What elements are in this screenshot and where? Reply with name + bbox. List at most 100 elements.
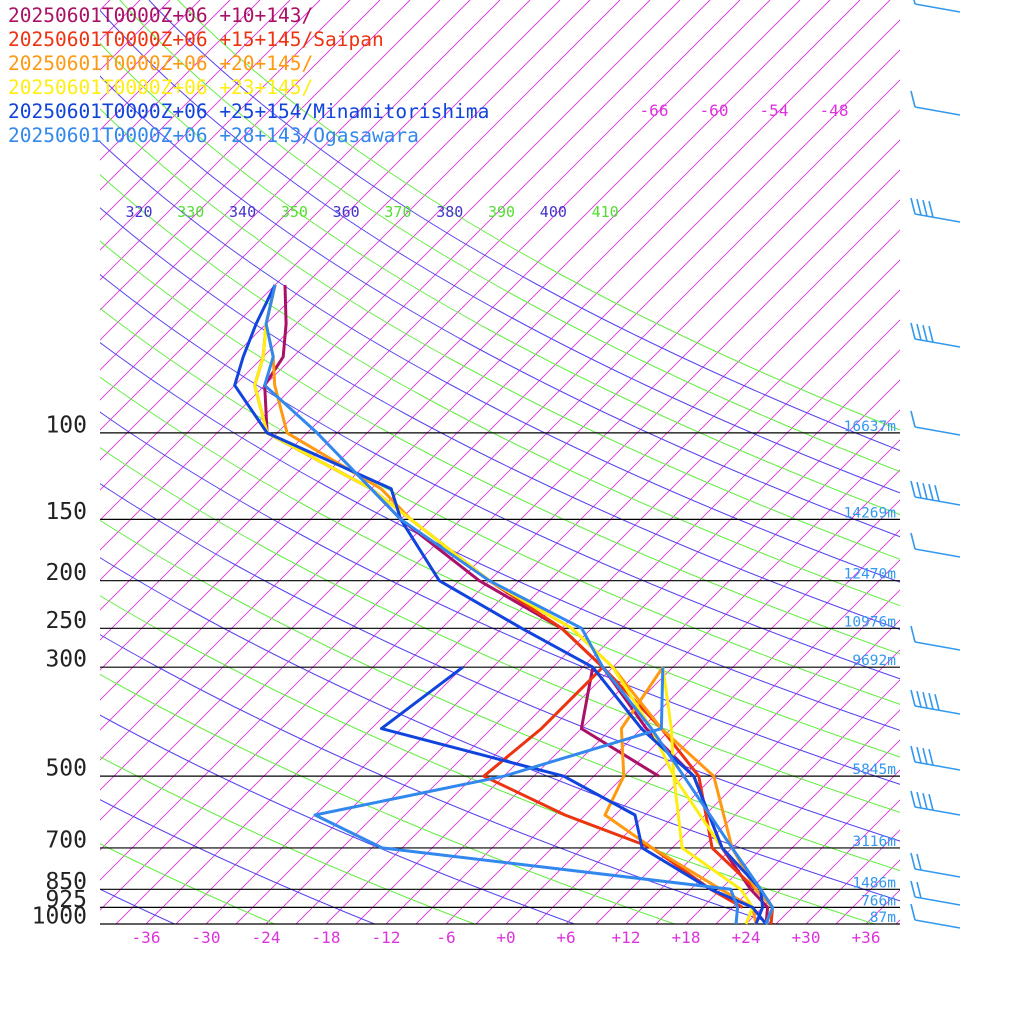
theta-label: 390 <box>488 203 515 221</box>
pressure-tick-label: 1000 <box>32 904 87 930</box>
dry-adiabat-line <box>100 108 900 560</box>
dry-adiabat-line <box>100 9 900 494</box>
grid-labels: -66 -60 -54 -48 320 330 340 350 360 370 380 390 400 4… <box>125 101 848 221</box>
height-label: 87m <box>870 910 896 926</box>
temperature-tick-label: -24 <box>252 928 281 947</box>
wind-barb-staff <box>914 641 961 651</box>
isotherm-line <box>325 349 900 924</box>
isotherm-line <box>625 649 900 924</box>
wind-barb <box>910 480 961 506</box>
pressure-tick-label: 850 <box>45 869 87 895</box>
wind-barb-flag <box>910 745 916 763</box>
height-label: 14269m <box>844 505 897 521</box>
theta-label: 400 <box>540 203 567 221</box>
wind-barb-flag <box>928 484 934 501</box>
pressure-tick-label: 150 <box>45 499 87 525</box>
wind-barb <box>910 689 961 715</box>
dry-adiabat-line <box>100 141 900 583</box>
height-label: 9692m <box>852 653 896 669</box>
wind-barb-flag <box>910 903 916 921</box>
pressure-tick-label: 200 <box>45 560 87 586</box>
isotherm-line <box>100 0 381 281</box>
isotherm-line <box>685 709 900 924</box>
isotherm-line <box>895 919 900 924</box>
wind-barb-flag <box>910 480 916 498</box>
wind-barb <box>910 322 961 348</box>
legend-item: 20250601T0000Z+06 +25+154/Minamitorishim… <box>8 100 490 123</box>
isotherm-line <box>986 0 1024 924</box>
wind-barb-flag <box>910 625 916 643</box>
pressure-tick-label: 250 <box>45 608 87 634</box>
wind-barb-flag <box>934 485 940 502</box>
wind-barb-flag <box>928 693 934 710</box>
isotherm-line <box>100 19 900 821</box>
temperature-tick-label: +18 <box>672 928 701 947</box>
theta-label: 380 <box>436 203 463 221</box>
dry-adiabat-line <box>100 341 900 731</box>
upper-temperature-label: -48 <box>820 101 849 120</box>
dry-adiabat-line <box>100 634 775 924</box>
legend-item: 20250601T0000Z+06 +15+145/Saipan <box>8 28 384 51</box>
wind-barb-staff <box>914 106 961 116</box>
wind-barb <box>910 90 961 116</box>
theta-label: 320 <box>125 203 152 221</box>
isotherm-line <box>145 169 900 924</box>
dry-adiabat-line <box>119 0 900 473</box>
wind-barb-staff <box>914 919 961 929</box>
isotherm-line <box>100 0 651 551</box>
isotherm-line <box>235 259 900 924</box>
wind-barb-flag <box>922 482 928 500</box>
theta-label: 340 <box>229 203 256 221</box>
wind-barb-flag <box>916 746 922 764</box>
legend-item: 20250601T0000Z+06 +10+143/ <box>8 4 314 27</box>
wind-barb <box>910 745 961 771</box>
wind-barb-flag <box>916 198 922 216</box>
dewpoint-profile <box>579 666 660 778</box>
wind-barb-staff <box>914 761 961 771</box>
isotherm-line <box>100 0 561 461</box>
wind-barbs <box>910 0 961 929</box>
wind-barb <box>910 532 961 558</box>
dry-adiabat-line <box>100 411 900 785</box>
wind-barb-flag <box>910 197 916 215</box>
dry-adiabat-line <box>177 0 900 431</box>
theta-label: 360 <box>333 203 360 221</box>
wind-barb-flag <box>922 691 928 709</box>
isotherm-line <box>835 859 900 924</box>
isotherm-line <box>100 0 711 611</box>
wind-barb-flag <box>910 90 916 108</box>
wind-barb-flag <box>922 324 928 342</box>
isotherm-line <box>100 0 501 401</box>
isotherm-line <box>100 79 900 881</box>
legend-item: 20250601T0000Z+06 +23+145/ <box>8 76 314 99</box>
wind-barb-staff <box>914 896 961 906</box>
wind-barb <box>910 410 961 436</box>
temperature-tick-label: -6 <box>436 928 455 947</box>
upper-temperature-label: -60 <box>700 101 729 120</box>
dry-adiabat-line <box>100 75 900 538</box>
wind-barb <box>910 197 961 223</box>
wind-barb-flag <box>922 792 928 810</box>
isotherm-line <box>100 49 900 851</box>
isotherm-line <box>775 799 900 924</box>
temperature-profile <box>263 284 775 925</box>
temperature-tick-label: +24 <box>732 928 761 947</box>
wind-barb-flag <box>916 323 922 341</box>
isotherm-line <box>100 0 861 761</box>
wind-barb-staff <box>914 426 961 436</box>
height-label: 16637m <box>844 419 897 435</box>
wind-barb <box>913 0 961 13</box>
dry-adiabat-line <box>100 174 900 607</box>
dry-adiabat-line <box>100 673 675 924</box>
wind-barb-staff <box>914 338 961 348</box>
wind-barb-staff <box>914 496 961 506</box>
isotherm-line <box>100 0 681 581</box>
pressure-tick-label: 925 <box>45 887 87 913</box>
temperature-tick-label: +0 <box>496 928 515 947</box>
wind-barb-staff <box>914 868 961 878</box>
isotherm-line <box>715 739 900 924</box>
isotherm-line <box>115 139 900 924</box>
dry-adiabat-line <box>100 447 900 813</box>
temperature-tick-label: +12 <box>612 928 641 947</box>
